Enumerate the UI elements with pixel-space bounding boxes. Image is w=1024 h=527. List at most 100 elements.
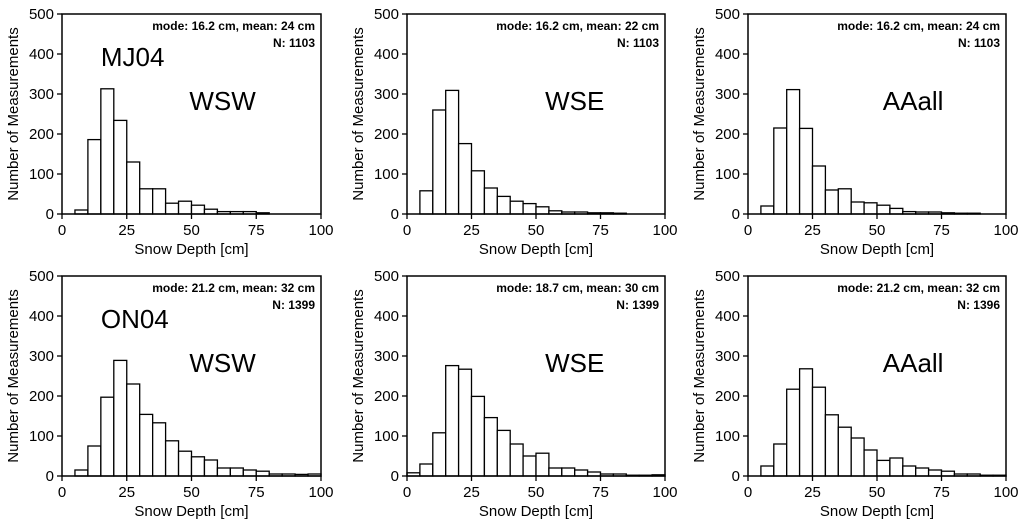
y-tick-label: 100 <box>29 428 54 445</box>
x-tick-label: 75 <box>592 222 609 239</box>
histogram-bar <box>798 368 814 477</box>
histogram-panel: 0 100 200 300 400 500 0 25 50 75 100 Snow Depth [cm… <box>5 6 334 258</box>
histogram-bar <box>522 455 537 477</box>
y-tick-label: 200 <box>715 126 740 143</box>
histogram-bar <box>824 189 839 215</box>
y-tick-label: 400 <box>29 46 54 63</box>
histogram-bar <box>113 359 128 477</box>
histogram-bar <box>164 440 180 477</box>
histogram-bar <box>889 457 904 477</box>
stats-mode-mean: mode: 16.2 cm, mean: 22 cm <box>496 19 659 33</box>
histogram-bar <box>457 142 473 215</box>
stats-mode-mean: mode: 16.2 cm, mean: 24 cm <box>837 19 1000 33</box>
y-tick-label: 500 <box>29 6 54 23</box>
y-tick-label: 200 <box>374 388 399 405</box>
stats-count: N: 1399 <box>616 298 659 312</box>
histogram-bar <box>850 437 865 477</box>
histogram-panel: 0 100 200 300 400 500 0 25 50 75 100 Snow Depth [cm… <box>691 6 1019 258</box>
x-tick-label: 25 <box>463 484 480 501</box>
region-label: WSW <box>189 348 256 378</box>
y-tick-label: 300 <box>374 86 399 103</box>
histogram-bar <box>100 396 115 477</box>
y-tick-label: 300 <box>374 348 399 365</box>
histogram-bar <box>837 426 852 477</box>
histogram-bar <box>419 463 434 477</box>
y-tick-label: 200 <box>374 126 399 143</box>
y-tick-label: 100 <box>374 166 399 183</box>
histogram-bar <box>548 467 563 477</box>
histogram-bar <box>126 161 141 215</box>
stats-mode-mean: mode: 21.2 cm, mean: 32 cm <box>837 281 1000 295</box>
histogram-bar <box>811 386 827 477</box>
histogram-bar <box>164 202 180 215</box>
histogram-bar <box>74 469 89 477</box>
y-tick-label: 0 <box>732 206 740 223</box>
x-tick-label: 0 <box>403 484 411 501</box>
y-tick-label: 500 <box>715 268 740 285</box>
histogram-bar <box>87 445 102 477</box>
histogram-bar <box>190 204 206 215</box>
x-tick-label: 50 <box>528 222 545 239</box>
x-tick-label: 25 <box>804 222 821 239</box>
histogram-bar <box>509 200 524 215</box>
histogram-bar <box>915 467 930 477</box>
x-tick-label: 0 <box>58 484 66 501</box>
x-tick-label: 75 <box>248 484 265 501</box>
y-tick-label: 0 <box>732 468 740 485</box>
histogram-bar <box>561 467 576 477</box>
histogram-panel: 0 100 200 300 400 500 0 25 50 75 100 Snow Depth [cm… <box>350 268 678 520</box>
histogram-panel: 0 100 200 300 400 500 0 25 50 75 100 Snow Depth [cm… <box>691 268 1019 520</box>
histogram-bar <box>151 422 167 477</box>
x-tick-label: 100 <box>993 222 1018 239</box>
y-tick-label: 500 <box>29 268 54 285</box>
x-tick-label: 50 <box>869 222 886 239</box>
region-label: WSE <box>545 86 604 116</box>
y-tick-label: 100 <box>715 166 740 183</box>
x-axis-title: Snow Depth [cm] <box>134 503 248 520</box>
stats-count: N: 1103 <box>273 36 315 50</box>
x-tick-label: 0 <box>744 484 752 501</box>
y-tick-label: 500 <box>374 268 399 285</box>
y-tick-label: 200 <box>29 126 54 143</box>
histogram-bar <box>87 138 102 215</box>
x-tick-label: 75 <box>248 222 265 239</box>
histogram-bar <box>483 416 498 477</box>
x-tick-label: 75 <box>933 484 950 501</box>
histogram-bar <box>177 450 193 477</box>
x-tick-label: 100 <box>308 484 333 501</box>
x-tick-label: 50 <box>528 484 545 501</box>
region-label: WSW <box>189 86 256 116</box>
histogram-panel: 0 100 200 300 400 500 0 25 50 75 100 Snow Depth [cm… <box>350 6 678 258</box>
histogram-bar <box>786 88 801 215</box>
x-tick-label: 75 <box>933 222 950 239</box>
histogram-bar <box>203 459 219 477</box>
stats-mode-mean: mode: 18.7 cm, mean: 30 cm <box>496 281 659 295</box>
x-tick-label: 25 <box>804 484 821 501</box>
y-tick-label: 300 <box>715 86 740 103</box>
y-axis-title: Number of Measurements <box>691 289 708 462</box>
histogram-bar <box>242 469 257 477</box>
histogram-bar <box>574 469 589 477</box>
x-tick-label: 0 <box>58 222 66 239</box>
histogram-bar <box>457 368 473 477</box>
histogram-bar <box>811 165 827 215</box>
histogram-bar <box>432 109 447 215</box>
y-tick-label: 200 <box>29 388 54 405</box>
histogram-bar <box>151 188 167 215</box>
x-tick-label: 50 <box>183 222 200 239</box>
histogram-bar <box>863 449 878 477</box>
histogram-bar <box>229 467 244 477</box>
histogram-bar <box>522 202 537 215</box>
y-axis-title: Number of Measurements <box>5 289 22 462</box>
x-tick-label: 100 <box>308 222 333 239</box>
histogram-bar <box>902 465 917 477</box>
x-axis-title: Snow Depth [cm] <box>820 241 934 258</box>
histogram-bar <box>432 432 447 477</box>
y-tick-label: 400 <box>715 46 740 63</box>
x-tick-label: 100 <box>652 222 677 239</box>
histogram-bar <box>824 414 839 477</box>
y-tick-label: 200 <box>715 388 740 405</box>
histogram-bar <box>216 467 231 477</box>
x-axis-title: Snow Depth [cm] <box>479 503 593 520</box>
